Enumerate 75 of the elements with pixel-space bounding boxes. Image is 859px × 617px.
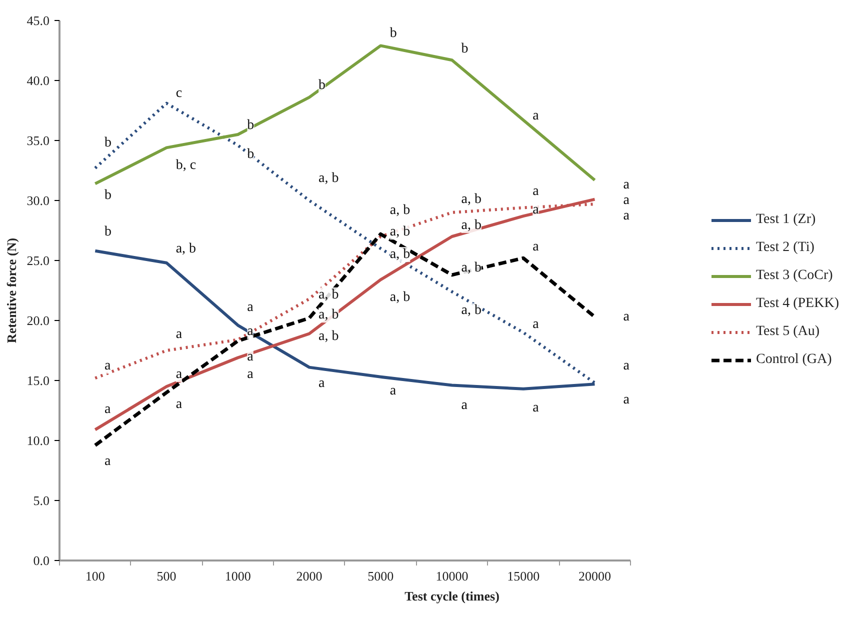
annotation: a, b (390, 203, 410, 218)
x-tick-label: 15000 (507, 568, 540, 584)
annotation: a (247, 367, 254, 382)
annotation: a (532, 317, 540, 332)
y-tick-label: 45.0 (26, 13, 50, 28)
legend-label: Test 2 (Ti) (756, 240, 814, 256)
annotation: a (390, 383, 397, 398)
y-tick-label: 25.0 (26, 253, 50, 268)
legend-label: Test 5 (Au) (756, 324, 820, 340)
x-tick-label: 20000 (578, 568, 611, 584)
annotation: a (623, 208, 630, 224)
annotation: a (532, 240, 540, 255)
annotation: b (390, 26, 397, 42)
legend-label: Test 4 (PEKK) (756, 296, 839, 312)
annotation: b (318, 78, 326, 93)
annotation: a (532, 184, 540, 200)
annotation: a, b (318, 308, 339, 323)
x-axis-title: Test cycle (times) (404, 588, 500, 604)
annotation: a, b (318, 171, 339, 186)
annotation: a, b (461, 303, 482, 318)
annotation: a, b (318, 329, 339, 344)
annotation: a (318, 376, 326, 391)
annotation: c (176, 86, 182, 101)
annotation: a (532, 108, 540, 124)
y-tick-label: 10.0 (26, 433, 50, 448)
annotation: a (461, 398, 468, 413)
annotation: b (104, 188, 112, 204)
annotation: a (623, 309, 630, 324)
y-tick-label: 30.0 (26, 193, 50, 208)
annotation: a (532, 400, 540, 416)
x-tick-label: 2000 (296, 568, 322, 584)
y-tick-label: 15.0 (26, 373, 50, 388)
annotation: a, b (390, 247, 410, 262)
annotation: b, c (176, 158, 196, 174)
x-tick-label: 100 (85, 568, 105, 584)
line-series (94, 44, 596, 186)
annotation: a (623, 358, 630, 374)
annotation: a (176, 397, 183, 412)
annotation: a, b (318, 287, 339, 302)
annotation: b (247, 118, 254, 133)
y-tick-label: 0.0 (33, 553, 50, 568)
annotation: a (623, 192, 630, 208)
annotation: b (461, 42, 468, 57)
annotation: a (623, 178, 630, 193)
x-tick-label: 5000 (368, 568, 394, 584)
annotation: a (532, 202, 540, 218)
annotation: b (104, 136, 112, 151)
legend-label: Test 3 (CoCr) (756, 268, 833, 284)
annotation: a, b (461, 260, 482, 276)
y-axis-title: Retentive force (N) (4, 238, 19, 344)
x-tick-label: 10000 (436, 568, 468, 584)
annotation: b (247, 146, 254, 162)
annotation: a (176, 327, 183, 342)
annotation: a (176, 367, 183, 382)
annotation: b (104, 224, 112, 240)
annotation: a (247, 300, 254, 315)
y-tick-label: 40.0 (26, 73, 50, 88)
annotation: a (247, 324, 254, 340)
legend-label: Control (GA) (756, 352, 832, 368)
annotation: a (104, 454, 112, 469)
annotation: a, b (390, 224, 410, 240)
annotation: a, b (390, 290, 410, 306)
x-tick-label: 500 (156, 568, 176, 584)
annotation: a, b (176, 241, 196, 256)
annotation: a (104, 402, 112, 418)
annotation: a, b (461, 192, 482, 207)
annotation: a (104, 358, 112, 374)
annotation: a (247, 349, 254, 364)
y-tick-label: 20.0 (26, 313, 50, 328)
annotation: a (623, 392, 630, 408)
y-tick-label: 5.0 (33, 493, 50, 508)
legend-label: Test 1 (Zr) (756, 212, 816, 228)
annotation: a, b (461, 218, 482, 233)
x-tick-label: 1000 (224, 568, 251, 584)
y-tick-label: 35.0 (26, 133, 50, 148)
